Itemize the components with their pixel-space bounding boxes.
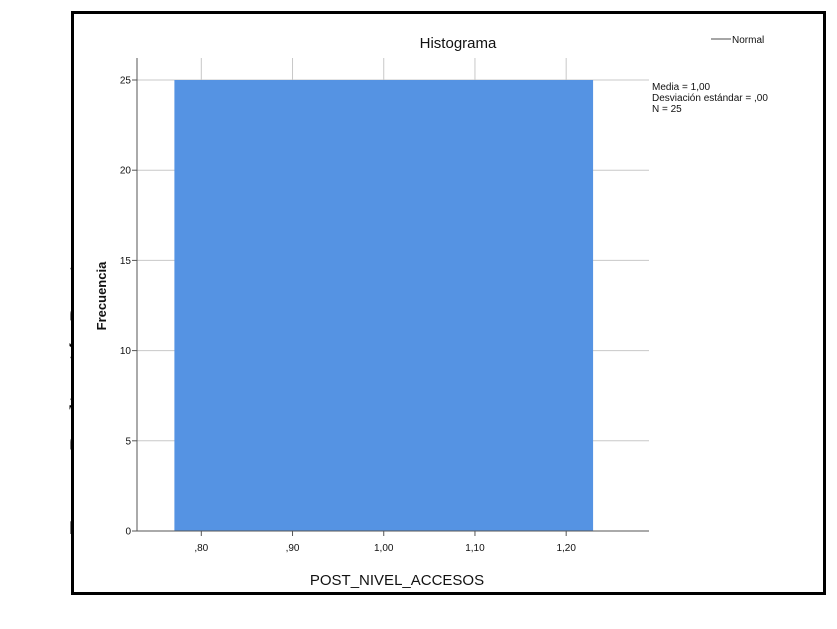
ticks: 0 5 10 15 20 25 ,80 ,90 1,00 1,10 1,20 bbox=[120, 76, 576, 555]
histogram-bar bbox=[174, 80, 594, 531]
y-tick-label: 20 bbox=[120, 166, 132, 177]
legend-label-normal: Normal bbox=[732, 35, 764, 46]
x-tick-label: 1,20 bbox=[556, 543, 576, 554]
x-tick-label: ,90 bbox=[286, 543, 300, 554]
legend: Normal bbox=[711, 35, 764, 46]
y-tick-label: 15 bbox=[120, 256, 132, 267]
stat-mean: Media = 1,00 bbox=[652, 82, 711, 93]
x-tick-label: ,80 bbox=[194, 543, 208, 554]
x-axis-label: POST_NIVEL_ACCESOS bbox=[310, 572, 484, 589]
x-tick-label: 1,00 bbox=[374, 543, 394, 554]
y-tick-label: 0 bbox=[125, 527, 131, 538]
y-tick-label: 10 bbox=[120, 346, 132, 357]
y-tick-label: 5 bbox=[125, 436, 131, 447]
bars bbox=[174, 80, 594, 531]
axes bbox=[136, 58, 649, 532]
stat-n: N = 25 bbox=[652, 104, 682, 115]
x-tick-label: 1,10 bbox=[465, 543, 485, 554]
stats-block: Media = 1,00 Desviación estándar = ,00 N… bbox=[652, 82, 768, 115]
chart-title: Histograma bbox=[420, 35, 497, 52]
y-tick-label: 25 bbox=[120, 76, 132, 87]
stat-std-dev: Desviación estándar = ,00 bbox=[652, 93, 768, 104]
y-axis-label: Frecuencia bbox=[94, 261, 109, 330]
